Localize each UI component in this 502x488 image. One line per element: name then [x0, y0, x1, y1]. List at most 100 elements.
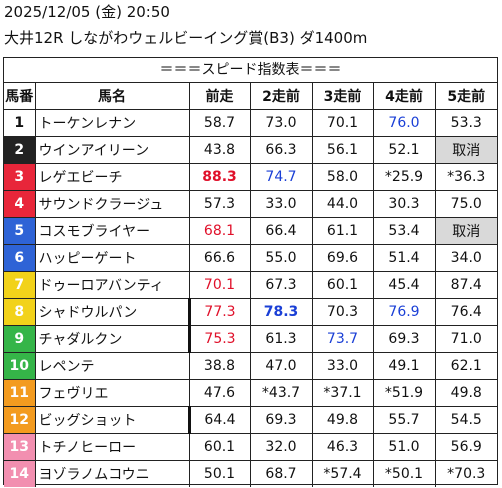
3-races-ago-index: 33.0 [312, 352, 374, 380]
last-race-index: 66.6 [189, 244, 251, 272]
4-races-ago-index: 51.4 [373, 244, 436, 272]
4-races-ago-index: 49.1 [373, 352, 436, 380]
5-races-ago-index: 75.0 [435, 190, 497, 218]
horse-number-badge: 12 [4, 406, 36, 434]
table-row: 14 ヨゾラノムコウニ 50.1 68.7 *57.4 *50.1 *70.3 [4, 460, 497, 487]
horse-name: サウンドクラージュ [35, 190, 190, 218]
3-races-ago-index: 69.6 [312, 244, 374, 272]
2-races-ago-index: 73.0 [250, 109, 313, 137]
table-row: 5 コスモブライヤー 68.1 66.4 61.1 53.4 取消 [4, 217, 497, 245]
horse-number-badge: 3 [4, 163, 36, 191]
2-races-ago-index: 32.0 [250, 433, 313, 461]
horse-name: レゲエビーチ [35, 163, 190, 191]
table-row: 6 ハッピーゲート 66.6 55.0 69.6 51.4 34.0 [4, 244, 497, 272]
horse-name: トーケンレナン [35, 109, 190, 137]
last-race-index: 60.1 [189, 433, 251, 461]
table-row: 12 ビッグショット 64.4 69.3 49.8 55.7 54.5 [4, 406, 497, 434]
4-races-ago-index: 45.4 [373, 271, 436, 299]
2-races-ago-index: 55.0 [250, 244, 313, 272]
2-races-ago-index: 66.3 [250, 136, 313, 164]
4-races-ago-index: 76.9 [373, 298, 436, 326]
5-races-ago-index: 71.0 [435, 325, 497, 353]
col-header-3-races-ago: 3走前 [312, 83, 374, 110]
horse-number-badge: 9 [4, 325, 36, 353]
speed-index-table-frame: ＝＝＝スピード指数表＝＝＝ 馬番 馬名 前走 2走前 3走前 4走前 5走前 1… [3, 57, 498, 487]
4-races-ago-index: 69.3 [373, 325, 436, 353]
table-row: 1 トーケンレナン 58.7 73.0 70.1 76.0 53.3 [4, 109, 497, 137]
2-races-ago-index: 68.7 [250, 460, 313, 487]
col-header-number: 馬番 [4, 83, 36, 110]
2-races-ago-index: 66.4 [250, 217, 313, 245]
last-race-index: 88.3 [189, 163, 251, 191]
last-race-index: 70.1 [189, 271, 251, 299]
4-races-ago-index: 55.7 [373, 406, 436, 434]
3-races-ago-index: 58.0 [312, 163, 374, 191]
5-races-ago-index: *70.3 [447, 466, 486, 482]
table-row: 2 ウインアイリーン 43.8 66.3 56.1 52.1 取消 [4, 136, 497, 164]
table-row: 11 フェヴリエ 47.6 *43.7 *37.1 *51.9 49.8 [4, 379, 497, 407]
4-races-ago-index: 52.1 [373, 136, 436, 164]
last-race-index: 47.6 [189, 379, 251, 407]
5-races-ago-index: 87.4 [435, 271, 497, 299]
last-race-index: 43.8 [189, 136, 251, 164]
last-race-index: 68.1 [189, 217, 251, 245]
last-race-index: 77.3 [187, 298, 251, 326]
3-races-ago-index: 73.7 [312, 325, 374, 353]
horse-number-badge: 8 [4, 298, 36, 326]
horse-number-badge: 4 [4, 190, 36, 218]
5-races-ago-index: 56.9 [435, 433, 497, 461]
horse-name: ヨゾラノムコウニ [35, 460, 190, 487]
table-row: 9 チャダルクン 75.3 61.3 73.7 69.3 71.0 [4, 325, 497, 353]
5-races-ago-index: *36.3 [435, 163, 497, 191]
horse-name: ウインアイリーン [35, 136, 190, 164]
race-datetime: 2025/12/05 (金) 20:50 [4, 3, 170, 21]
4-races-ago-index: 30.3 [373, 190, 436, 218]
2-races-ago-index: 74.7 [250, 163, 313, 191]
3-races-ago-index: 70.1 [312, 109, 374, 137]
last-race-index: 50.1 [189, 460, 251, 487]
table-caption: ＝＝＝スピード指数表＝＝＝ [4, 58, 497, 83]
5-races-ago-index: 取消 [435, 217, 497, 245]
horse-number-badge: 7 [4, 271, 36, 299]
4-races-ago-index: 53.4 [373, 217, 436, 245]
table-row: 10 レペンテ 38.8 47.0 33.0 49.1 62.1 [4, 352, 497, 380]
horse-name: フェヴリエ [35, 379, 190, 407]
col-header-horse-name: 馬名 [35, 83, 190, 110]
4-races-ago-index: 51.0 [373, 433, 436, 461]
race-title: 大井12R しながわウェルビーイング賞(B3) ダ1400m [4, 29, 368, 47]
3-races-ago-index: 60.1 [312, 271, 374, 299]
2-races-ago-index: 61.3 [250, 325, 313, 353]
last-race-index: 75.3 [187, 325, 251, 353]
table-body: 1 トーケンレナン 58.7 73.0 70.1 76.0 53.3 2 ウインアイリーン 43.… [4, 109, 497, 487]
3-races-ago-index: 49.8 [312, 406, 374, 434]
speed-index-table: 馬番 馬名 前走 2走前 3走前 4走前 5走前 1 トーケンレナン 58.7 73.… [4, 83, 497, 487]
horse-name: レペンテ [35, 352, 190, 380]
5-races-ago-index: 34.0 [435, 244, 497, 272]
col-header-5-races-ago: 5走前 [435, 83, 497, 110]
2-races-ago-index: *43.7 [250, 379, 313, 407]
3-races-ago-index: *57.4 [312, 460, 374, 487]
table-row: 4 サウンドクラージュ 57.3 33.0 44.0 30.3 75.0 [4, 190, 497, 218]
horse-name: シャドウルパン [35, 298, 190, 326]
table-row: 13 トチノヒーロー 60.1 32.0 46.3 51.0 56.9 [4, 433, 497, 461]
horse-name: コスモブライヤー [35, 217, 190, 245]
4-races-ago-index: *51.9 [373, 379, 436, 407]
table-header-row: 馬番 馬名 前走 2走前 3走前 4走前 5走前 [4, 83, 497, 110]
table-row: 3 レゲエビーチ 88.3 74.7 58.0 *25.9 *36.3 [4, 163, 497, 191]
table-row: 8 シャドウルパン 77.3 78.3 70.3 76.9 76.4 [4, 298, 497, 326]
horse-name: ビッグショット [35, 406, 190, 434]
4-races-ago-index: *25.9 [373, 163, 436, 191]
5-races-ago-index: 49.8 [435, 379, 497, 407]
3-races-ago-index: 44.0 [312, 190, 374, 218]
horse-name: ドゥーロアバンティ [35, 271, 190, 299]
horse-number-badge: 2 [4, 136, 36, 164]
horse-name: トチノヒーロー [35, 433, 190, 461]
3-races-ago-index: 56.1 [312, 136, 374, 164]
table-row: 7 ドゥーロアバンティ 70.1 67.3 60.1 45.4 87.4 [4, 271, 497, 299]
4-races-ago-index: *50.1 [373, 460, 436, 487]
3-races-ago-index: *37.1 [312, 379, 374, 407]
2-races-ago-index: 33.0 [250, 190, 313, 218]
last-race-index: 38.8 [189, 352, 251, 380]
horse-number-badge: 5 [4, 217, 36, 245]
